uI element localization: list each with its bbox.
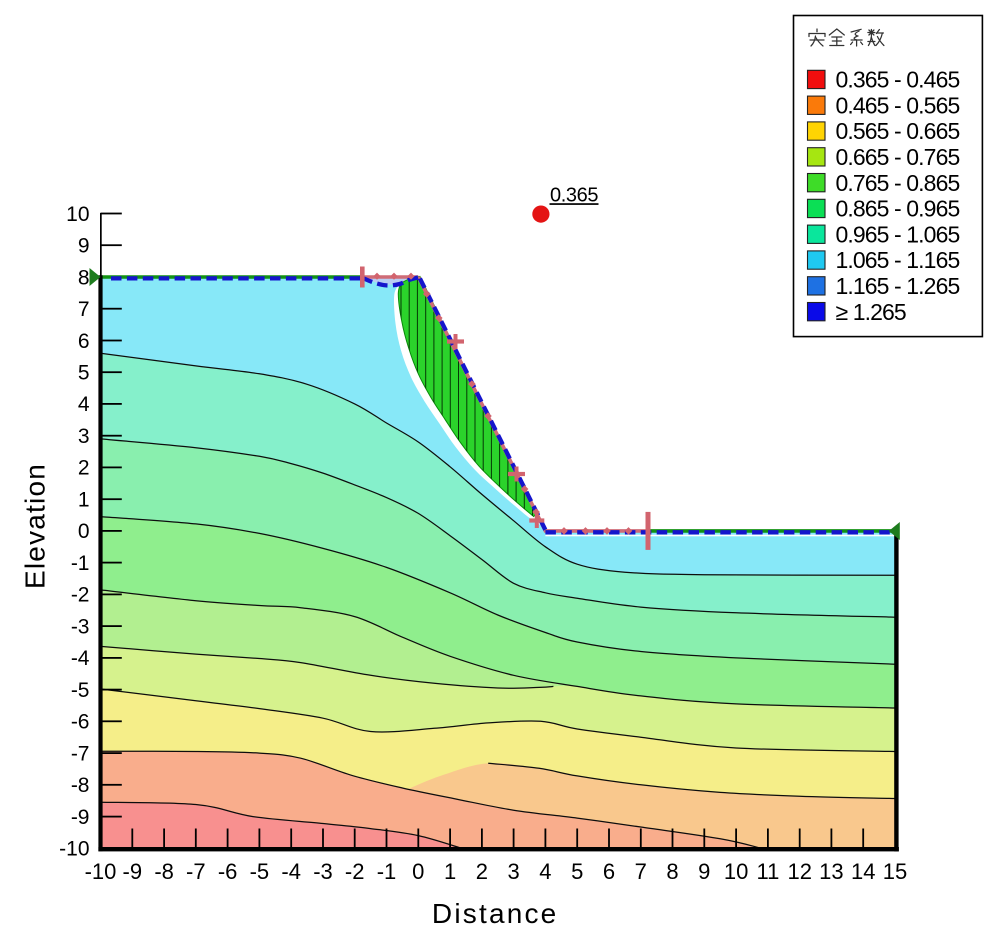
- svg-text:9: 9: [78, 235, 90, 258]
- svg-text:-9: -9: [71, 806, 90, 829]
- svg-text:1.065 - 1.165: 1.065 - 1.165: [836, 247, 960, 273]
- svg-text:6: 6: [603, 859, 615, 884]
- svg-text:0.365 - 0.465: 0.365 - 0.465: [836, 67, 960, 93]
- svg-text:0.965 - 1.065: 0.965 - 1.065: [836, 221, 960, 247]
- svg-text:-9: -9: [123, 859, 143, 884]
- svg-text:0.665 - 0.765: 0.665 - 0.765: [836, 144, 960, 170]
- svg-text:1.165 - 1.265: 1.165 - 1.265: [836, 273, 960, 299]
- svg-text:-7: -7: [71, 742, 90, 765]
- svg-text:0: 0: [78, 520, 90, 543]
- svg-text:0.465 - 0.565: 0.465 - 0.565: [836, 92, 960, 118]
- svg-text:-3: -3: [313, 859, 333, 884]
- svg-text:7: 7: [78, 298, 90, 321]
- svg-text:-10: -10: [59, 838, 89, 861]
- svg-text:-2: -2: [345, 859, 365, 884]
- svg-text:9: 9: [698, 859, 710, 884]
- svg-text:0.865 - 0.965: 0.865 - 0.965: [836, 196, 960, 222]
- svg-text:1: 1: [444, 859, 456, 884]
- svg-text:13: 13: [819, 859, 843, 884]
- svg-text:3: 3: [78, 425, 90, 448]
- svg-text:7: 7: [635, 859, 647, 884]
- svg-text:-4: -4: [281, 859, 301, 884]
- svg-text:4: 4: [539, 859, 551, 884]
- svg-text:-6: -6: [218, 859, 238, 884]
- svg-text:8: 8: [666, 859, 678, 884]
- svg-text:4: 4: [78, 393, 90, 416]
- svg-text:-5: -5: [250, 859, 270, 884]
- svg-text:10: 10: [724, 859, 748, 884]
- svg-text:0: 0: [412, 859, 424, 884]
- svg-text:6: 6: [78, 330, 90, 353]
- svg-text:0.765 - 0.865: 0.765 - 0.865: [836, 170, 960, 196]
- svg-text:5: 5: [571, 859, 583, 884]
- svg-text:-7: -7: [186, 859, 206, 884]
- svg-text:-8: -8: [154, 859, 174, 884]
- svg-text:0.365: 0.365: [550, 185, 598, 207]
- svg-text:14: 14: [851, 859, 875, 884]
- svg-text:8: 8: [78, 266, 90, 289]
- svg-text:-3: -3: [71, 615, 90, 638]
- svg-text:2: 2: [476, 859, 488, 884]
- svg-text:11: 11: [756, 859, 779, 884]
- svg-text:10: 10: [66, 203, 89, 226]
- svg-text:-5: -5: [71, 679, 90, 702]
- svg-text:5: 5: [78, 362, 90, 385]
- svg-text:12: 12: [787, 859, 811, 884]
- svg-text:-10: -10: [85, 859, 117, 884]
- svg-text:3: 3: [507, 859, 519, 884]
- svg-text:Distance: Distance: [432, 898, 559, 929]
- svg-text:-1: -1: [377, 859, 397, 884]
- svg-text:-6: -6: [71, 711, 90, 734]
- svg-text:1: 1: [78, 489, 90, 512]
- svg-text:-2: -2: [71, 584, 90, 607]
- svg-text:0.565 - 0.665: 0.565 - 0.665: [836, 118, 960, 144]
- svg-text:Elevation: Elevation: [20, 463, 51, 589]
- svg-text:-4: -4: [71, 647, 90, 670]
- svg-text:≥ 1.265: ≥ 1.265: [836, 299, 906, 325]
- svg-text:2: 2: [78, 457, 90, 480]
- svg-text:-8: -8: [71, 774, 90, 797]
- svg-text:15: 15: [883, 859, 907, 884]
- svg-text:-1: -1: [71, 552, 90, 575]
